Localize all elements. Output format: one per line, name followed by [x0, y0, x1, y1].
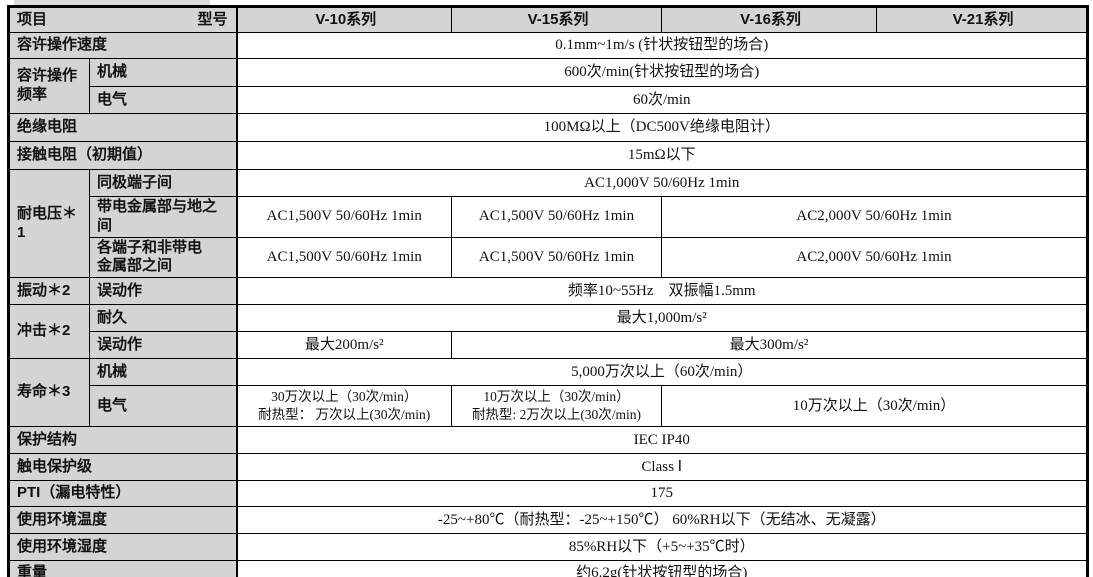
- label-withstand-terminals: 各端子和非带电 金属部之间: [89, 236, 237, 278]
- header-item-model-cell: 项目 型号: [8, 6, 237, 33]
- value-life-elec-v15-line1: 10万次以上（30次/min）: [483, 388, 630, 404]
- label-shock-class: 触电保护级: [8, 453, 237, 481]
- header-series-v15: V-15系列: [451, 6, 662, 33]
- label-life-mech: 机械: [89, 358, 237, 386]
- value-weight: 约6.2g(针状按钮型的场合): [235, 560, 1088, 577]
- label-weight: 重量: [8, 560, 237, 577]
- label-protection: 保护结构: [8, 426, 237, 454]
- value-life-elec-v16-v21: 10万次以上（30次/min）: [661, 385, 1088, 427]
- header-item-label: 项目: [17, 10, 48, 28]
- value-freq-mech: 600次/min(针状按钮型的场合): [235, 58, 1088, 87]
- row-vibration: 振动＊2 误动作 频率10~55Hz 双振幅1.5mm: [8, 277, 1088, 305]
- label-vibration: 振动＊2: [8, 277, 90, 305]
- value-pti: 175: [235, 480, 1088, 507]
- label-pti: PTI（漏电特性）: [8, 480, 237, 507]
- row-contact: 接触电阻（初期值） 15mΩ以下: [8, 141, 1088, 170]
- row-withstand-terminals: 各端子和非带电 金属部之间 AC1,500V 50/60Hz 1min AC1,…: [9, 236, 1088, 278]
- row-life-elec: 电气 30万次以上（30次/min） 耐热型： 万次以上(30次/min) 10…: [9, 385, 1088, 427]
- row-life-mech: 寿命＊3 机械 5,000万次以上（60次/min）: [8, 358, 1088, 427]
- label-contact: 接触电阻（初期值）: [8, 141, 237, 170]
- label-shock: 冲击＊2: [8, 304, 90, 359]
- label-freq-line2: 频率: [17, 86, 48, 103]
- row-temperature: 使用环境温度 -25~+80℃（耐热型：-25~+150℃） 60%RH以下（无…: [8, 506, 1088, 534]
- label-speed: 容许操作速度: [8, 32, 237, 59]
- spec-table: 项目 型号 V-10系列 V-15系列 V-16系列 V-21系列 容许操作速度…: [7, 5, 1089, 577]
- value-speed: 0.1mm~1m/s (针状按钮型的场合): [235, 32, 1088, 59]
- header-row: 项目 型号 V-10系列 V-15系列 V-16系列 V-21系列: [8, 6, 1088, 33]
- row-shock-class: 触电保护级 Class Ⅰ: [8, 453, 1088, 481]
- label-insulation: 绝缘电阻: [8, 113, 237, 142]
- label-life: 寿命＊3: [8, 358, 90, 427]
- row-weight: 重量 约6.2g(针状按钮型的场合): [8, 560, 1088, 577]
- label-withstand-ground: 带电金属部与地之间: [89, 196, 237, 238]
- header-series-v16: V-16系列: [661, 6, 877, 33]
- label-withstand-terminals-line2: 金属部之间: [97, 257, 173, 275]
- label-freq: 容许操作 频率: [8, 58, 90, 114]
- row-speed: 容许操作速度 0.1mm~1m/s (针状按钮型的场合): [8, 32, 1088, 59]
- label-freq-elec: 电气: [89, 86, 237, 114]
- value-life-elec-v10-line2: 耐热型： 万次以上(30次/min): [258, 407, 431, 422]
- value-humidity: 85%RH以下（+5~+35℃时）: [235, 533, 1088, 561]
- header-model-label: 型号: [197, 10, 228, 28]
- value-withstand-terminals-v15: AC1,500V 50/60Hz 1min: [451, 236, 662, 278]
- value-shock-malfunction-v15-v21: 最大300m/s²: [451, 331, 1088, 359]
- value-withstand-terminals-v16-v21: AC2,000V 50/60Hz 1min: [661, 236, 1088, 278]
- value-life-elec-v10-line1: 30万次以上（30次/min）: [271, 388, 418, 404]
- value-temperature: -25~+80℃（耐热型：-25~+150℃） 60%RH以下（无结冰、无凝露）: [235, 506, 1088, 534]
- value-withstand-ground-v16-v21: AC2,000V 50/60Hz 1min: [661, 196, 1088, 238]
- row-pti: PTI（漏电特性） 175: [8, 480, 1088, 507]
- label-shock-malfunction: 误动作: [89, 331, 237, 359]
- row-freq-mech: 容许操作 频率 机械 600次/min(针状按钮型的场合): [8, 58, 1088, 114]
- row-shock-durability: 冲击＊2 耐久 最大1,000m/s²: [8, 304, 1088, 359]
- label-freq-line1: 容许操作: [17, 67, 78, 85]
- value-life-elec-v15-line2: 耐热型: 2万次以上(30次/min): [471, 407, 642, 422]
- row-withstand-samepole: 耐电压＊1 同极端子间 AC1,000V 50/60Hz 1min: [8, 169, 1088, 278]
- label-temperature: 使用环境温度: [8, 506, 237, 534]
- value-life-elec-v15: 10万次以上（30次/min） 耐热型: 2万次以上(30次/min): [451, 385, 662, 427]
- label-freq-mech: 机械: [89, 58, 237, 87]
- scan-artifact: [14, 0, 210, 5]
- row-freq-elec: 电气 60次/min: [9, 86, 1088, 114]
- label-withstand: 耐电压＊1: [8, 169, 90, 278]
- value-shock-malfunction-v10: 最大200m/s²: [235, 331, 452, 359]
- value-withstand-ground-v15: AC1,500V 50/60Hz 1min: [451, 196, 662, 238]
- value-vibration: 频率10~55Hz 双振幅1.5mm: [235, 277, 1088, 305]
- row-shock-malfunction: 误动作 最大200m/s² 最大300m/s²: [9, 331, 1088, 359]
- value-withstand-terminals-v10: AC1,500V 50/60Hz 1min: [235, 236, 452, 278]
- value-shock-durability: 最大1,000m/s²: [235, 304, 1088, 332]
- label-vibration-malfunction: 误动作: [89, 277, 237, 305]
- value-contact: 15mΩ以下: [235, 141, 1088, 170]
- header-series-v21: V-21系列: [876, 6, 1088, 33]
- label-withstand-samepole: 同极端子间: [89, 169, 237, 197]
- row-protection: 保护结构 IEC IP40: [8, 426, 1088, 454]
- row-humidity: 使用环境湿度 85%RH以下（+5~+35℃时）: [8, 533, 1088, 561]
- row-withstand-ground: 带电金属部与地之间 AC1,500V 50/60Hz 1min AC1,500V…: [9, 196, 1088, 238]
- label-shock-durability: 耐久: [89, 304, 237, 332]
- label-life-elec: 电气: [89, 385, 237, 427]
- value-life-elec-v10: 30万次以上（30次/min） 耐热型： 万次以上(30次/min): [235, 385, 452, 427]
- label-humidity: 使用环境湿度: [8, 533, 237, 561]
- value-shock-class: Class Ⅰ: [235, 453, 1088, 481]
- value-protection: IEC IP40: [235, 426, 1088, 454]
- header-series-v10: V-10系列: [235, 6, 452, 33]
- value-insulation: 100MΩ以上（DC500V绝缘电阻计）: [235, 113, 1088, 142]
- row-insulation: 绝缘电阻 100MΩ以上（DC500V绝缘电阻计）: [8, 113, 1088, 142]
- label-withstand-terminals-line1: 各端子和非带电: [97, 238, 203, 256]
- value-withstand-ground-v10: AC1,500V 50/60Hz 1min: [235, 196, 452, 238]
- value-withstand-samepole: AC1,000V 50/60Hz 1min: [235, 169, 1088, 197]
- value-life-mech: 5,000万次以上（60次/min）: [235, 358, 1088, 386]
- value-freq-elec: 60次/min: [235, 86, 1088, 114]
